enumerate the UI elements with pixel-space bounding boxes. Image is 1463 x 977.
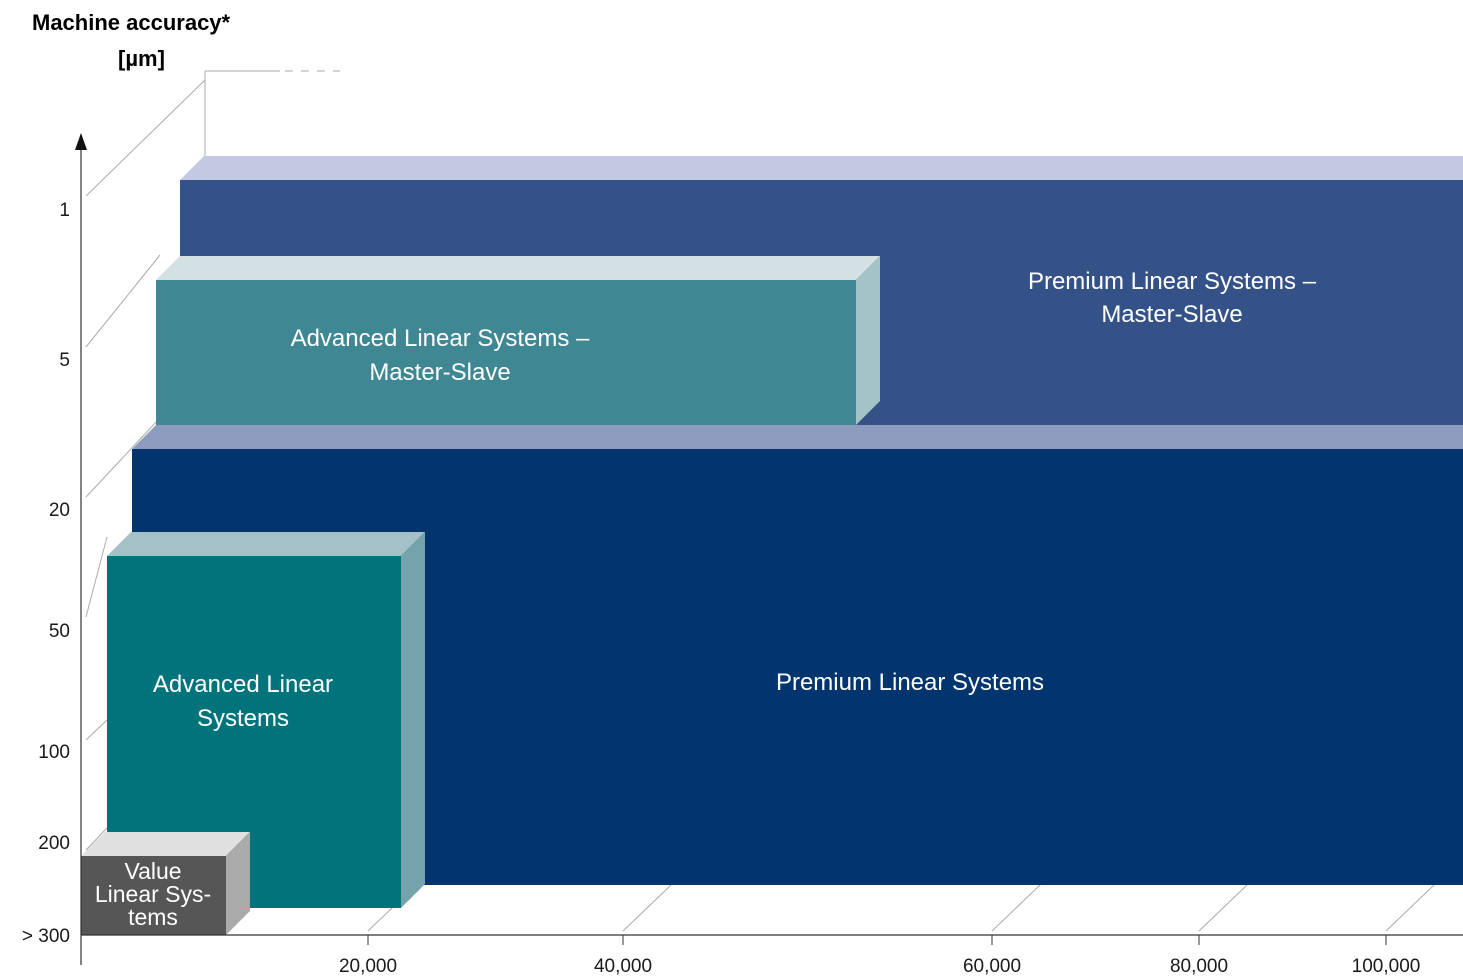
- y-tick-label: 100: [38, 742, 70, 763]
- box-front-face: [81, 856, 226, 935]
- y-perspective-line: [85, 79, 206, 197]
- x-tick-label: 80,000: [1170, 956, 1228, 977]
- y-tick-label: 50: [49, 621, 70, 642]
- box-top-face: [81, 832, 250, 856]
- box-advanced-linear-systems-master-slave: Advanced Linear Systems – Master-Slave: [156, 256, 880, 425]
- box-top-face: [107, 532, 425, 556]
- y-perspective-line: [85, 419, 159, 498]
- y-tick-label: > 300: [22, 926, 70, 947]
- box-side-face: [401, 532, 425, 908]
- x-perspective-line: [991, 884, 1041, 932]
- y-axis-title-line2: [µm]: [118, 46, 165, 71]
- box-label-line: Linear Sys-: [95, 881, 211, 907]
- y-perspective-line: [85, 827, 108, 851]
- box-side-face: [226, 832, 250, 935]
- box-label-line: Advanced Linear: [153, 671, 333, 698]
- x-axis-perspective-lines: [367, 884, 1435, 932]
- x-perspective-line: [1385, 884, 1435, 932]
- box-label-line: Systems: [197, 705, 289, 732]
- x-tick-label: 40,000: [594, 956, 652, 977]
- box-label-line: Master-Slave: [1101, 301, 1242, 328]
- box-advanced-linear-systems: Advanced Linear Systems: [107, 532, 425, 908]
- box-label-line: Value: [124, 858, 181, 884]
- box-label-line: tems: [128, 904, 178, 930]
- y-axis-perspective-lines: [85, 79, 206, 851]
- box-label-line: Premium Linear Systems –: [1028, 268, 1317, 295]
- y-axis-title-line1: Machine accuracy*: [32, 10, 231, 35]
- x-tick-label: 20,000: [339, 956, 397, 977]
- y-axis-ticks: 1 5 20 50 100 200 > 300: [22, 200, 70, 947]
- box-top-face: [180, 156, 1463, 180]
- y-tick-label: 200: [38, 833, 70, 854]
- x-tick-label: 60,000: [963, 956, 1021, 977]
- box-side-face: [856, 256, 880, 425]
- box-label-line: Advanced Linear Systems –: [291, 325, 590, 352]
- x-axis-ticks: 20,000 40,000 60,000 80,000 100,000: [339, 935, 1420, 977]
- y-tick-label: 1: [59, 200, 70, 221]
- x-tick-label: 100,000: [1352, 956, 1421, 977]
- box-label-line: Master-Slave: [369, 359, 510, 386]
- x-perspective-line: [622, 884, 672, 932]
- y-perspective-line: [85, 254, 161, 348]
- box-front-face: [156, 280, 856, 425]
- y-axis-arrow-icon: [75, 133, 87, 150]
- box-label-line: Premium Linear Systems: [776, 669, 1044, 696]
- box-top-face: [156, 256, 880, 280]
- box-top-face: [132, 425, 1463, 449]
- system-boxes: Premium Linear Systems –Master-SlaveAdva…: [81, 156, 1463, 935]
- y-perspective-line: [85, 719, 108, 741]
- y-tick-label: 5: [59, 350, 70, 371]
- x-perspective-line: [1198, 884, 1248, 932]
- y-perspective-line: [85, 536, 108, 618]
- y-tick-label: 20: [49, 500, 70, 521]
